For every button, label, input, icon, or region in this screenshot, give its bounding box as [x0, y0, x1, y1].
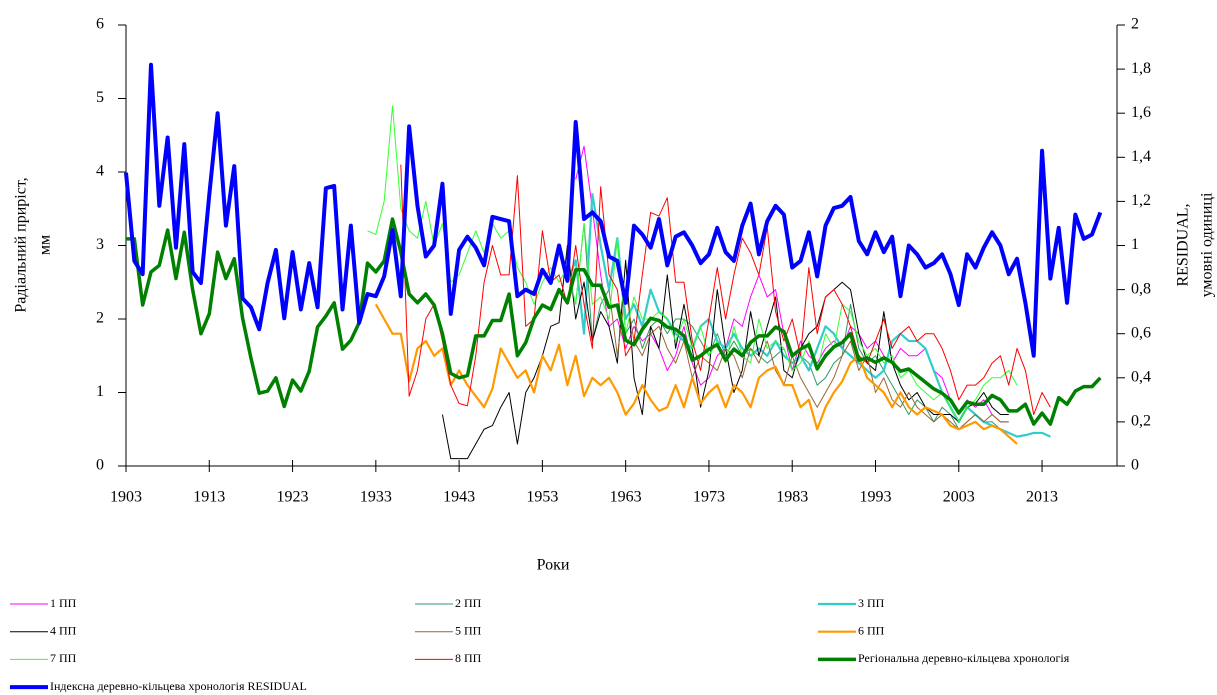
y-tick-label: 3: [96, 236, 104, 253]
x-tick-label: 1933: [360, 489, 392, 506]
series-line: [608, 289, 1009, 430]
y2-tick-label: 2: [1131, 16, 1139, 33]
series-line: [124, 62, 1103, 358]
y-tick-label: 5: [96, 89, 104, 106]
y2-tick-label: 1,4: [1131, 148, 1151, 165]
y2-tick-label: 1,6: [1131, 104, 1151, 121]
series-line: [566, 192, 1051, 438]
y-tick-label: 4: [96, 163, 104, 180]
x-tick-label: 1993: [859, 489, 891, 506]
x-tick-label: 2003: [943, 489, 975, 506]
x-tick-label: 2013: [1026, 489, 1058, 506]
x-tick-label: 1953: [526, 489, 558, 506]
y2-tick-label: 1,8: [1131, 60, 1151, 77]
series-line: [441, 245, 1009, 460]
y-tick-label: 2: [96, 310, 104, 327]
y-tick-label: 0: [96, 457, 104, 474]
y-tick-label: 1: [96, 383, 104, 400]
legend-label: 5 ПП: [455, 623, 482, 637]
x-tick-label: 1903: [110, 489, 142, 506]
legend-label: 4 ПП: [50, 623, 77, 637]
y2-axis-title-line: умовні одиниці: [1199, 192, 1216, 297]
x-axis-title: Роки: [537, 557, 570, 574]
y-tick-label: 6: [96, 16, 104, 33]
series-line: [575, 222, 1001, 430]
legend-label: 2 ПП: [455, 596, 482, 610]
x-tick-label: 1943: [443, 489, 475, 506]
legend-label: 8 ПП: [455, 651, 482, 665]
series-line: [400, 164, 1051, 416]
legend-label: 7 ПП: [50, 651, 77, 665]
y2-axis-title-line: RESIDUAL,: [1175, 203, 1192, 286]
x-tick-label: 1973: [693, 489, 725, 506]
x-tick-label: 1983: [776, 489, 808, 506]
legend-label: 3 ПП: [858, 596, 885, 610]
series-line: [126, 217, 1102, 426]
x-tick-label: 1913: [193, 489, 225, 506]
y2-tick-label: 0,8: [1131, 280, 1151, 297]
y-axis-title-line: мм: [37, 235, 54, 255]
y2-tick-label: 1: [1131, 236, 1139, 253]
series-line: [575, 145, 1009, 423]
legend-label: Індексна деревно-кільцева хронологія RES…: [50, 679, 307, 693]
y2-tick-label: 0,6: [1131, 324, 1151, 341]
y2-tick-label: 0,2: [1131, 413, 1151, 430]
legend-label: 1 ПП: [50, 596, 77, 610]
y2-axis-title: RESIDUAL, умовні одиниці: [1175, 192, 1216, 297]
y2-tick-label: 0,4: [1131, 368, 1151, 385]
x-tick-label: 1963: [610, 489, 642, 506]
x-tick-label: 1923: [277, 489, 309, 506]
legend-label: Регіональна деревно-кільцева хронологія: [858, 651, 1070, 665]
y2-tick-label: 1,2: [1131, 192, 1151, 209]
legend-label: 6 ПП: [858, 623, 885, 637]
y-axis-title: Радіальний приріст, мм: [13, 177, 54, 312]
y-axis-title-line: Радіальний приріст,: [13, 177, 30, 312]
y2-tick-label: 0: [1131, 457, 1139, 474]
series-line: [374, 303, 1018, 445]
